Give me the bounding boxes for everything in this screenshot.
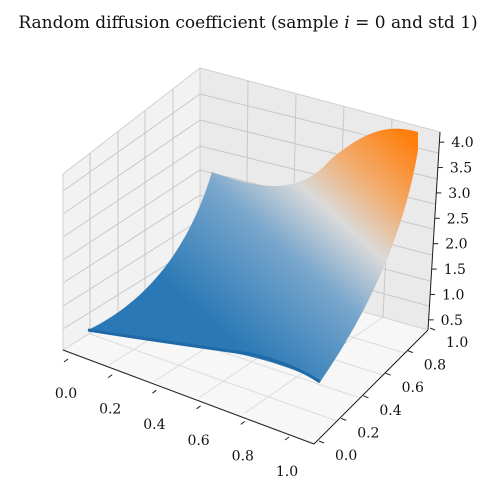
x-tick-mark — [63, 358, 69, 363]
z-tick-label: 0.5 — [441, 313, 463, 329]
y-tick-mark — [341, 417, 347, 421]
y-tick-label: 0.4 — [379, 403, 401, 419]
z-tick-label: 4.0 — [451, 135, 473, 151]
y-tick-mark — [429, 327, 436, 331]
z-axis-line — [427, 131, 441, 331]
y-tick-label: 1.0 — [446, 335, 468, 351]
axis-lines — [62, 131, 441, 445]
z-tick-label: 1.0 — [442, 287, 464, 303]
x-axis-line — [62, 349, 315, 445]
x-tick-mark — [284, 436, 290, 441]
y-tick-mark — [318, 440, 325, 444]
y-tick-label: 0.8 — [424, 358, 446, 374]
x-tick-label: 0.2 — [99, 402, 121, 418]
z-tick-label: 3.0 — [448, 186, 470, 202]
y-tick-mark — [407, 350, 413, 354]
z-tick-label: 1.5 — [444, 262, 466, 278]
surface-mesh — [88, 128, 418, 382]
y-tick-mark — [385, 372, 391, 376]
tick-labels: 0.00.20.40.60.81.00.00.20.40.60.81.00.51… — [55, 135, 474, 480]
title-text-after: = 0 and std 1) — [350, 13, 478, 33]
tick-marks — [63, 141, 445, 444]
y-tick-label: 0.2 — [357, 425, 379, 441]
z-tick-label: 3.5 — [450, 161, 472, 177]
x-tick-label: 0.0 — [55, 386, 77, 402]
x-tick-label: 0.8 — [232, 448, 254, 464]
y-tick-mark — [363, 395, 369, 399]
x-tick-label: 0.4 — [143, 417, 165, 433]
x-tick-mark — [152, 389, 157, 394]
z-tick-label: 2.0 — [445, 237, 467, 253]
x-tick-mark — [240, 420, 246, 425]
x-tick-label: 1.0 — [276, 464, 298, 480]
title-text-before: Random diffusion coefficient (sample — [18, 13, 344, 33]
chart-title: Random diffusion coefficient (sample i =… — [18, 13, 477, 33]
x-tick-mark — [196, 405, 201, 410]
title-variable: i — [344, 13, 349, 33]
surface-front-edge — [87, 328, 321, 384]
z-tick-label: 2.5 — [447, 211, 469, 227]
y-tick-label: 0.0 — [335, 448, 357, 464]
x-tick-mark — [107, 374, 113, 379]
x-tick-label: 0.6 — [187, 433, 209, 449]
y-tick-label: 0.6 — [402, 380, 424, 396]
y-axis-line — [313, 329, 429, 445]
surface — [87, 128, 418, 384]
